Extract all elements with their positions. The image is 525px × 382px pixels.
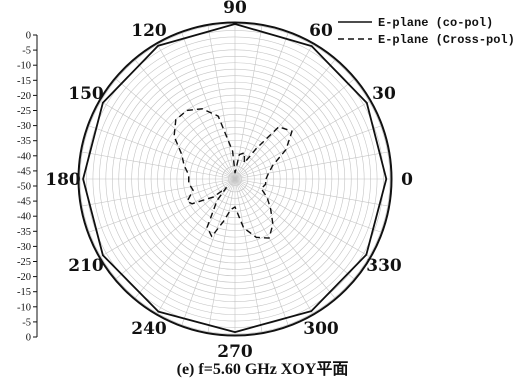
radial-scale-label: -45 — [17, 166, 31, 177]
grid-spoke — [157, 178, 236, 314]
radial-scale-label: -35 — [17, 136, 31, 147]
grid-spoke — [181, 33, 236, 180]
grid-spoke — [207, 26, 236, 180]
angle-tick-label: 60 — [309, 21, 333, 41]
grid-spoke — [234, 125, 381, 180]
grid-spoke — [157, 44, 236, 180]
grid-spoke — [234, 178, 263, 332]
legend-label-co-pol: E-plane (co-pol) — [378, 16, 493, 30]
series-co-pol — [82, 23, 388, 333]
grid-spoke — [116, 79, 236, 180]
radial-scale-label: -50 — [17, 182, 31, 193]
radial-scale-label: -10 — [17, 302, 31, 313]
grid-spoke — [234, 178, 370, 257]
radial-scale-label: -40 — [17, 212, 31, 223]
grid-spoke — [82, 151, 236, 180]
grid-spoke — [234, 178, 388, 207]
outer-ring — [77, 21, 393, 337]
radial-scale-label: -25 — [17, 257, 31, 268]
grid-spoke — [181, 178, 236, 325]
radial-scale-label: -30 — [17, 242, 31, 253]
figure-caption: (e) f=5.60 GHz XOY平面 — [176, 361, 349, 378]
angle-tick-label: 210 — [68, 256, 104, 276]
angle-tick-label: 240 — [131, 319, 167, 339]
radial-scale-label: -45 — [17, 197, 31, 208]
angle-tick-label: 270 — [217, 342, 253, 362]
radial-scale-label: -15 — [17, 76, 31, 87]
angle-tick-label: 330 — [366, 256, 402, 276]
angle-tick-label: 0 — [401, 170, 413, 190]
radial-scale-label: -5 — [22, 317, 31, 328]
grid-spoke — [100, 101, 236, 180]
grid-spoke — [234, 33, 289, 180]
series-layer — [82, 23, 388, 333]
grid-spoke — [234, 101, 370, 180]
angle-tick-label: 30 — [372, 84, 396, 104]
radial-scale-label: -35 — [17, 227, 31, 238]
radial-scale-label: -10 — [17, 61, 31, 72]
radial-scale-label: -15 — [17, 287, 31, 298]
grid-spoke — [234, 60, 335, 180]
grid-spoke — [234, 178, 335, 298]
radial-scale-label: 0 — [26, 333, 31, 344]
grid-spoke — [234, 44, 313, 180]
radial-scale-label: 0 — [26, 31, 31, 42]
grid-spoke — [234, 79, 354, 180]
radial-scale: 0-5-10-15-20-25-30-35-40-45-50-45-40-35-… — [17, 31, 38, 344]
radial-scale-label: -30 — [17, 121, 31, 132]
grid-spoke — [89, 178, 236, 233]
grid-spoke — [234, 178, 381, 233]
radial-scale-label: -25 — [17, 106, 31, 117]
radial-scale-label: -40 — [17, 151, 31, 162]
polar-grid — [77, 21, 393, 337]
grid-spoke — [207, 178, 236, 332]
radial-scale-label: -20 — [17, 272, 31, 283]
grid-spoke — [135, 60, 236, 180]
grid-spoke — [82, 178, 236, 207]
legend: E-plane (co-pol) E-plane (Cross-pol) — [338, 16, 515, 47]
grid-spoke — [116, 178, 236, 279]
radial-scale-label: -20 — [17, 91, 31, 102]
angle-tick-label: 300 — [303, 319, 339, 339]
legend-label-cross-pol: E-plane (Cross-pol) — [378, 33, 515, 47]
grid-spoke — [234, 178, 354, 279]
grid-spoke — [89, 125, 236, 180]
grid-spoke — [234, 178, 289, 325]
angle-tick-label: 180 — [45, 170, 81, 190]
angle-tick-label: 150 — [68, 84, 104, 104]
series-cross-pol — [173, 108, 293, 239]
grid-spoke — [234, 151, 388, 180]
angle-tick-label: 90 — [223, 0, 247, 18]
angle-labels: 0 30 60 90 120 150 180 210 240 270 300 330 — [45, 0, 413, 362]
grid-spoke — [234, 26, 263, 180]
angle-tick-label: 120 — [131, 21, 167, 41]
grid-spoke — [234, 178, 313, 314]
grid-spoke — [100, 178, 236, 257]
radial-scale-label: -5 — [22, 46, 31, 57]
